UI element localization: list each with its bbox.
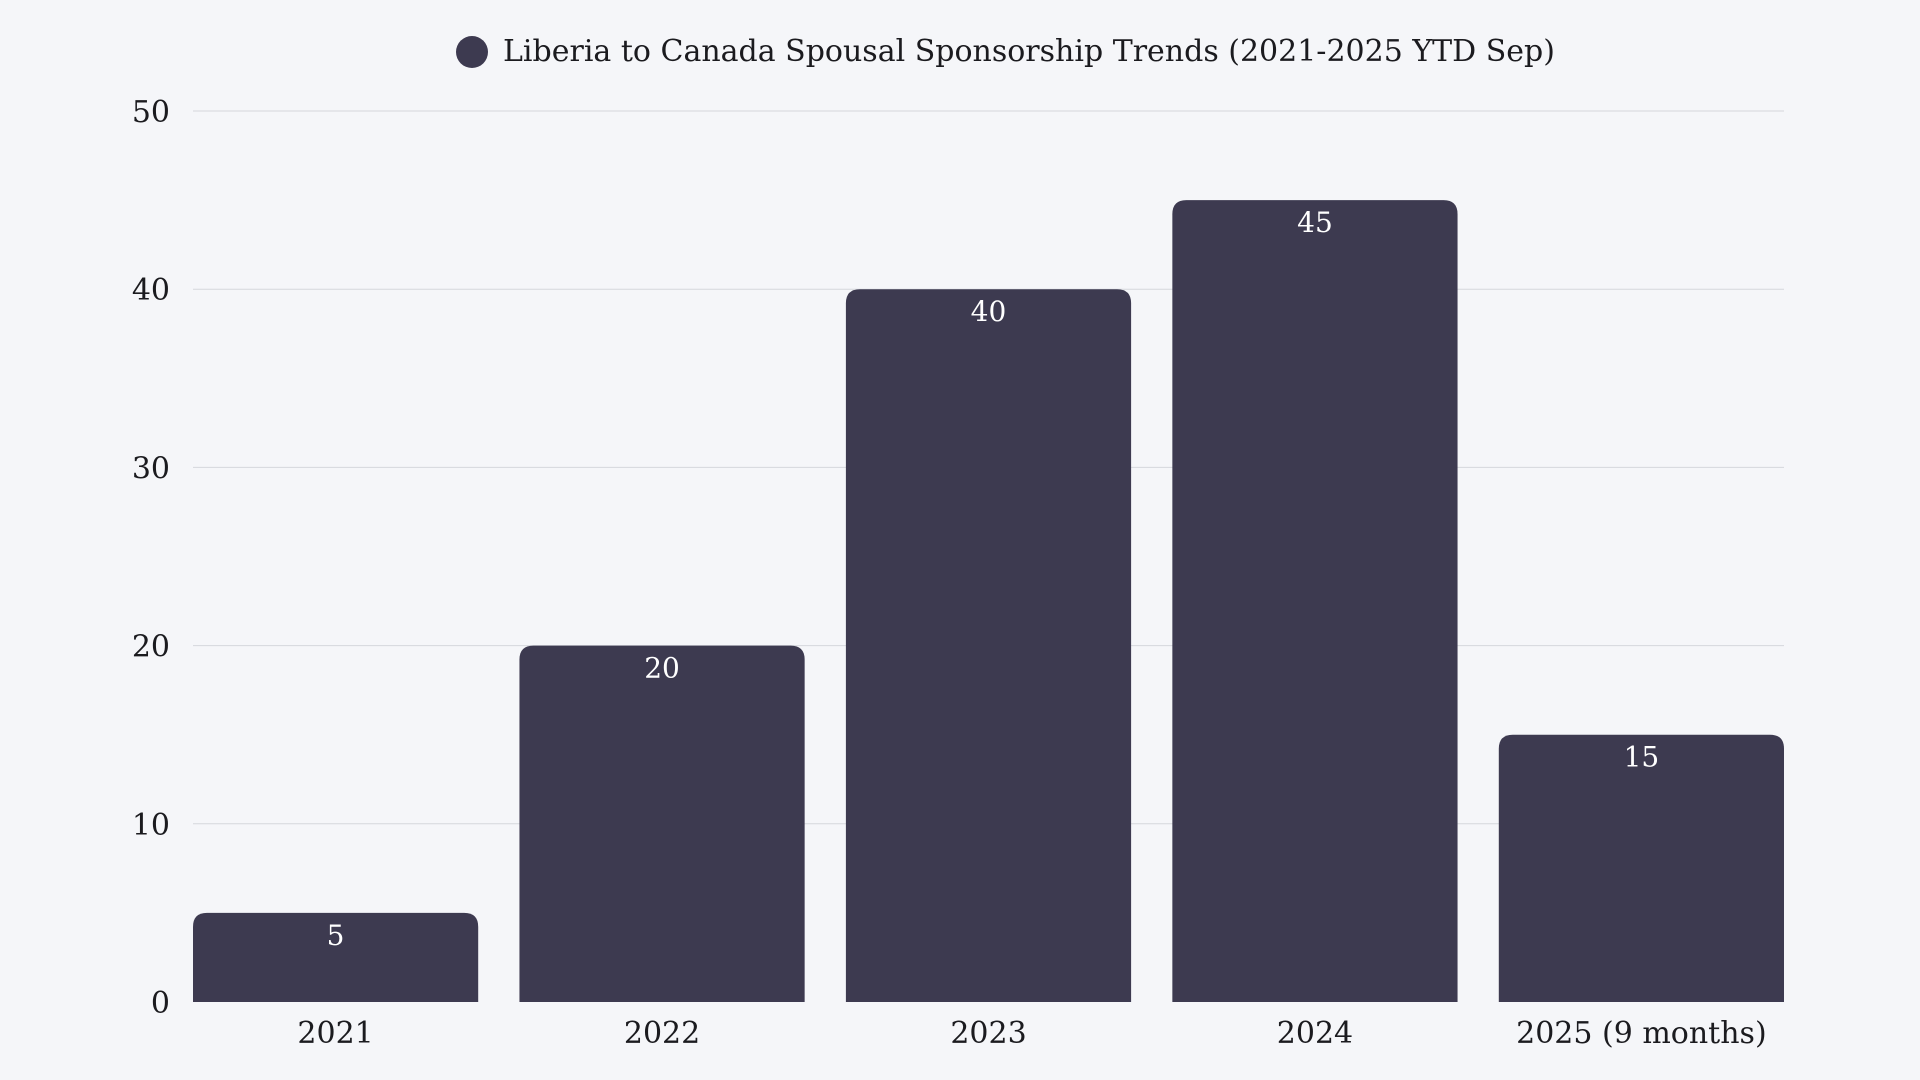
legend-label: Liberia to Canada Spousal Sponsorship Tr…	[503, 34, 1555, 69]
y-tick-label: 50	[132, 95, 170, 130]
y-tick-label: 0	[151, 986, 170, 1021]
y-tick-label: 40	[132, 273, 170, 308]
bar	[519, 645, 805, 1002]
x-tick-label: 2022	[624, 1016, 700, 1051]
data-label: 40	[971, 295, 1007, 328]
x-tick-label: 2025 (9 months)	[1516, 1016, 1767, 1051]
data-label: 45	[1297, 206, 1333, 239]
x-tick-label: 2023	[950, 1016, 1026, 1051]
bar	[193, 912, 479, 1002]
x-tick-label: 2021	[297, 1016, 373, 1051]
data-label: 15	[1624, 741, 1660, 774]
bar	[1498, 734, 1784, 1002]
bar	[1172, 200, 1458, 1003]
x-tick-label: 2024	[1277, 1016, 1353, 1051]
data-label: 20	[644, 652, 680, 685]
bar	[845, 289, 1132, 1002]
y-tick-label: 20	[132, 630, 170, 665]
legend-marker	[456, 36, 488, 68]
data-label: 5	[327, 919, 345, 952]
y-tick-label: 10	[132, 808, 170, 843]
y-tick-label: 30	[132, 451, 170, 486]
